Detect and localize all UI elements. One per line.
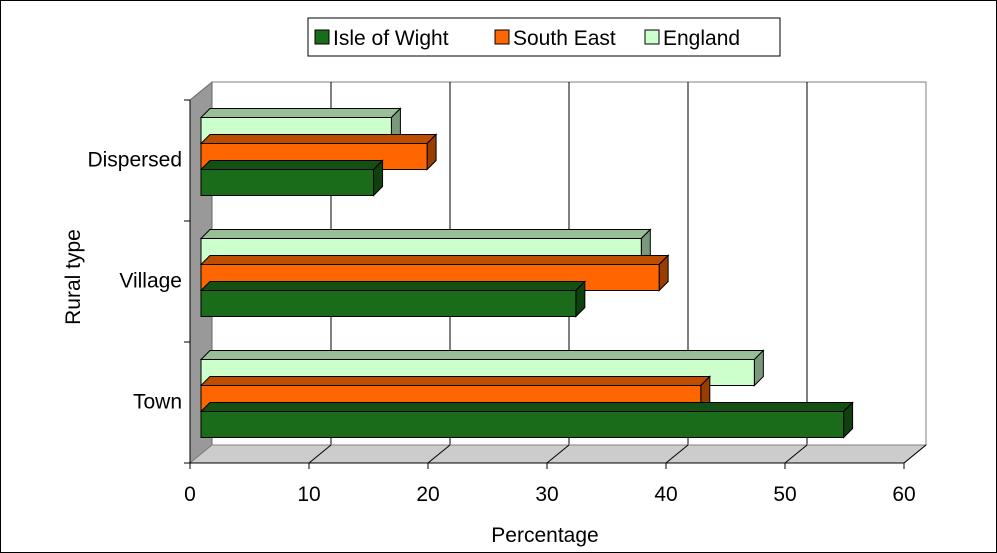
bar-top [199, 350, 765, 360]
x-tick-label: 0 [184, 483, 196, 506]
floor-gridline [546, 444, 570, 464]
x-tick-label: 20 [416, 483, 439, 506]
x-tick-labels: 0 10 20 30 40 50 60 [184, 483, 916, 506]
bars [199, 107, 854, 439]
x-axis-title: Percentage [491, 524, 598, 547]
bar [200, 169, 375, 196]
x-tick-label: 60 [892, 483, 915, 506]
x-tick-label: 40 [654, 483, 677, 506]
legend-label-south-east: South East [513, 27, 616, 50]
y-category-labels: Town Village Dispersed [87, 149, 182, 414]
bar-top [199, 229, 652, 239]
x-tick-label: 10 [297, 483, 320, 506]
y-axis-title: Rural type [62, 229, 85, 325]
y-tick-label: Village [119, 270, 182, 293]
legend-swatch-isle-of-wight [314, 29, 330, 45]
bar-top [199, 108, 402, 118]
axes [184, 99, 905, 469]
floor-gridline [427, 444, 451, 464]
x-tick-label: 50 [773, 483, 796, 506]
y-tick-label: Town [133, 391, 182, 414]
bar-top [199, 134, 438, 144]
legend-swatch-south-east [494, 29, 510, 45]
legend-box [307, 17, 781, 57]
x-tick-label: 30 [535, 483, 558, 506]
floor [188, 444, 928, 464]
floor-gridline [903, 444, 927, 464]
bar [200, 411, 845, 438]
bar-top [199, 281, 587, 291]
legend: Isle of Wight South East England [307, 17, 781, 57]
bar-top [199, 160, 384, 170]
floor-gridline [308, 444, 332, 464]
floor-gridline [665, 444, 689, 464]
bar-top [199, 376, 712, 386]
bar-top [199, 255, 670, 265]
bar [200, 290, 577, 317]
legend-label-isle-of-wight: Isle of Wight [333, 27, 449, 50]
floor-gridline [784, 444, 808, 464]
legend-label-england: England [663, 27, 740, 50]
legend-swatch-england [644, 29, 660, 45]
bar-top [199, 402, 854, 412]
y-tick-label: Dispersed [87, 149, 182, 172]
